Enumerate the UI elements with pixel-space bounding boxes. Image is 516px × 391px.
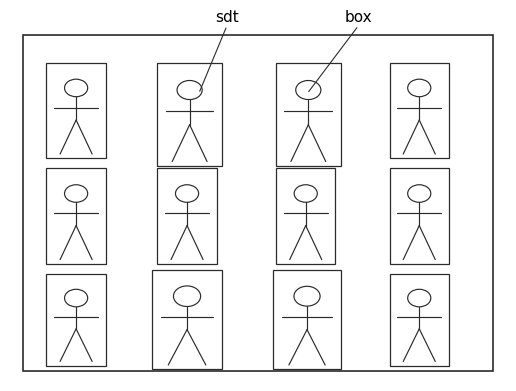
Text: sdt: sdt	[215, 10, 239, 25]
Bar	[390, 63, 449, 158]
Circle shape	[173, 286, 201, 307]
Circle shape	[294, 185, 317, 202]
Circle shape	[64, 289, 88, 307]
Circle shape	[64, 79, 88, 97]
Circle shape	[296, 81, 321, 100]
Bar	[157, 168, 217, 264]
Bar	[390, 274, 449, 366]
Circle shape	[408, 289, 431, 307]
Circle shape	[64, 185, 88, 202]
Bar	[46, 274, 106, 366]
Bar	[157, 63, 222, 166]
Bar	[46, 63, 106, 158]
Text: box: box	[345, 10, 373, 25]
Circle shape	[408, 185, 431, 202]
Bar	[46, 168, 106, 264]
Bar	[273, 270, 341, 369]
Bar	[23, 35, 493, 371]
Bar	[390, 168, 449, 264]
Circle shape	[177, 81, 202, 100]
Bar	[276, 63, 341, 166]
Circle shape	[408, 79, 431, 97]
Bar	[152, 270, 222, 369]
Circle shape	[175, 185, 199, 202]
Circle shape	[294, 286, 320, 306]
Bar	[276, 168, 335, 264]
